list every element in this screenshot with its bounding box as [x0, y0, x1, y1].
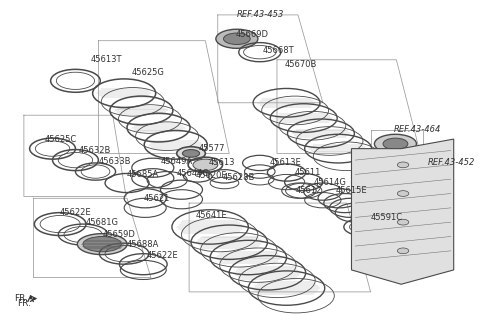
Text: 45613E: 45613E	[269, 158, 301, 168]
Ellipse shape	[182, 150, 200, 157]
Text: 45644C: 45644C	[177, 169, 209, 178]
Text: 45669D: 45669D	[236, 29, 269, 39]
Text: 45659D: 45659D	[102, 230, 135, 239]
Text: 45625C: 45625C	[45, 134, 77, 144]
Text: 45591C: 45591C	[371, 213, 403, 222]
Text: 45615E: 45615E	[335, 186, 367, 195]
Text: 45611: 45611	[294, 168, 321, 177]
Text: 45613T: 45613T	[91, 55, 122, 64]
Text: 45613: 45613	[208, 158, 235, 168]
Ellipse shape	[77, 234, 127, 255]
Ellipse shape	[383, 138, 408, 150]
Text: 45622E: 45622E	[146, 251, 178, 260]
Text: REF.43-452: REF.43-452	[428, 158, 475, 168]
Ellipse shape	[224, 33, 250, 44]
Text: 45632B: 45632B	[78, 146, 111, 155]
Ellipse shape	[397, 191, 409, 196]
Text: FR.: FR.	[14, 295, 28, 304]
Ellipse shape	[397, 219, 409, 225]
Ellipse shape	[397, 248, 409, 254]
Text: 45649A: 45649A	[160, 157, 192, 167]
Text: 45620F: 45620F	[196, 171, 227, 180]
Ellipse shape	[193, 159, 218, 171]
Text: 45681G: 45681G	[86, 218, 119, 227]
Text: 45577: 45577	[199, 144, 225, 153]
Text: 45670B: 45670B	[285, 60, 317, 69]
Text: 45641E: 45641E	[196, 211, 228, 220]
Text: 45688A: 45688A	[127, 240, 159, 249]
Text: REF.43-453: REF.43-453	[237, 10, 284, 19]
Text: 45621: 45621	[143, 194, 169, 203]
Text: 45622E: 45622E	[59, 208, 91, 217]
Ellipse shape	[83, 237, 121, 252]
Ellipse shape	[177, 147, 205, 160]
Text: 45633B: 45633B	[98, 157, 131, 167]
Text: 45625G: 45625G	[132, 68, 165, 77]
Ellipse shape	[397, 162, 409, 168]
Text: 45628B: 45628B	[223, 173, 255, 182]
Text: 45668T: 45668T	[263, 46, 294, 55]
Text: FR.: FR.	[17, 299, 31, 308]
Text: 45612: 45612	[296, 186, 323, 195]
Text: 45614G: 45614G	[313, 178, 346, 187]
Text: REF.43-464: REF.43-464	[394, 125, 441, 134]
Text: 45685A: 45685A	[127, 170, 159, 179]
Ellipse shape	[216, 29, 258, 48]
Ellipse shape	[374, 134, 417, 153]
Polygon shape	[351, 139, 454, 284]
